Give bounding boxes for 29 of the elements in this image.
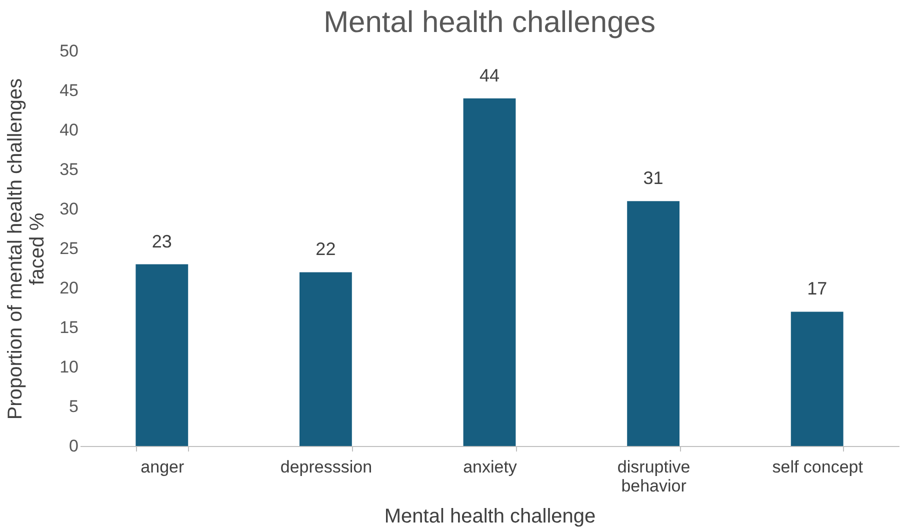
x-tick-label: disruptive behavior: [617, 458, 690, 496]
data-label: 31: [643, 168, 664, 188]
data-label: 44: [479, 65, 500, 86]
x-axis-title: Mental health challenge: [384, 506, 596, 528]
bar: [463, 98, 516, 446]
data-label: 23: [152, 231, 172, 252]
bar: [790, 312, 844, 446]
x-tick-label: anger: [140, 458, 184, 476]
y-tick-label: 5: [69, 397, 78, 416]
data-label: 22: [316, 239, 336, 260]
y-tick-label: 15: [60, 318, 78, 337]
y-tick-label: 35: [60, 160, 78, 179]
y-tick-label: 30: [60, 200, 78, 218]
y-tick-label: 10: [60, 358, 78, 376]
data-label: 17: [807, 278, 828, 299]
y-axis-title: Proportion of mental health challenges faced %: [4, 78, 49, 420]
x-tick-label: anxiety: [463, 458, 518, 476]
bar: [299, 272, 352, 446]
y-tick-label: 20: [60, 278, 78, 298]
x-tick-label: self concept: [772, 458, 864, 476]
y-tick-label: 45: [60, 81, 78, 100]
chart-title: Mental health challenges: [324, 6, 656, 39]
y-tick-label: 0: [69, 436, 78, 456]
y-tick-label: 40: [60, 120, 78, 140]
y-tick-label: 50: [60, 42, 78, 60]
y-tick-label: 25: [60, 239, 78, 258]
x-tick-label: depresssion: [280, 458, 372, 476]
bar: [136, 264, 188, 446]
bar: [627, 201, 680, 446]
